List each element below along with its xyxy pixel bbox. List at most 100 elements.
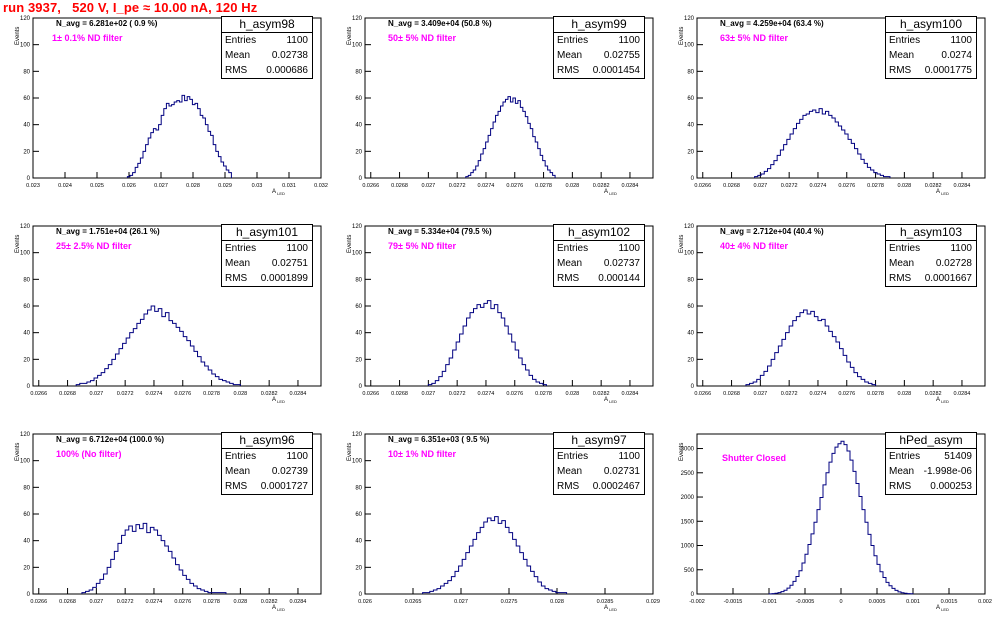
histogram-series-line	[75, 305, 241, 386]
x-tick-label: 0.0282	[261, 599, 278, 605]
stats-row-mean: Mean 0.02731	[554, 464, 644, 479]
x-tick-label: 0.0265	[405, 599, 422, 605]
x-tick-label: -0.0015	[724, 599, 743, 605]
y-tick-label: 20	[23, 565, 30, 571]
x-axis-label: A LED	[936, 605, 949, 612]
stats-label: RMS	[557, 481, 580, 492]
stats-row-mean: Mean 0.02737	[554, 256, 644, 271]
x-tick-label: 0.0282	[261, 391, 278, 397]
x-tick-label: 0.0276	[838, 183, 855, 189]
histogram-name: h_asym98	[222, 17, 312, 33]
y-tick-label: 0	[691, 384, 695, 390]
stats-label: Entries	[225, 243, 257, 254]
stats-label: Mean	[225, 258, 251, 269]
y-tick-label: 2500	[681, 471, 695, 477]
x-tick-label: 0.0276	[174, 391, 191, 397]
stats-row-mean: Mean 0.02739	[222, 464, 312, 479]
y-tick-label: 60	[355, 512, 362, 518]
stats-label: RMS	[225, 481, 248, 492]
x-axis-label-sub: LED	[276, 399, 285, 405]
histogram-panel: 0 20 40 60 80 100 120 0.026 0.0265 0.027 0.0275 0.0…	[332, 429, 664, 636]
y-tick-label: 80	[355, 485, 362, 491]
x-tick-label: 0.027	[421, 391, 435, 397]
histogram-series-line	[422, 516, 568, 594]
histogram-plot: 0 20 40 60 80 100 120 0.0266 0.0268 0.027 0.0272 0.…	[352, 224, 654, 397]
y-tick-label: 60	[23, 96, 30, 102]
histogram-panel: 0 20 40 60 80 100 120 0.023 0.024 0.025 0.026 0.027…	[0, 13, 332, 220]
y-tick-label: 60	[355, 96, 362, 102]
y-tick-label: 120	[352, 16, 363, 22]
y-tick-label: 20	[687, 149, 694, 155]
y-tick-label: 0	[359, 176, 363, 182]
stats-label: Entries	[889, 243, 921, 254]
y-tick-label: 40	[687, 123, 694, 129]
histogram-panel: 0 20 40 60 80 100 120 0.0266 0.0268 0.027 0.0272 0.…	[332, 13, 664, 220]
x-tick-label: 0.03	[252, 183, 263, 189]
y-tick-label: 60	[23, 304, 30, 310]
stats-box: h_asym96 Entries 1100 Mean 0.02739 RMS 0.00017…	[221, 432, 313, 495]
filter-annotation: 100% (No filter)	[56, 449, 122, 459]
stats-box: h_asym99 Entries 1100 Mean 0.02755 RMS 0.00014…	[553, 16, 645, 79]
x-tick-label: 0.024	[58, 183, 72, 189]
page-title: run 3937, 520 V, I_pe ≈ 10.00 nA, 120 Hz	[3, 0, 258, 15]
stats-label: Mean	[557, 466, 583, 477]
y-tick-label: 80	[687, 277, 694, 283]
x-axis-label-sub: LED	[276, 607, 285, 613]
x-axis-label: A LED	[272, 605, 285, 612]
histogram-panel: 0 500 1000 1500 2000 2500 3000 -0.002 -0.0015 -0.…	[664, 429, 996, 636]
filter-annotation: 10± 1% ND filter	[388, 449, 456, 459]
x-tick-label: 0.0272	[449, 183, 466, 189]
x-tick-label: 0.0282	[593, 183, 610, 189]
y-tick-label: 80	[355, 69, 362, 75]
stats-value: 0.02751	[271, 258, 308, 269]
x-axis-label: A LED	[936, 189, 949, 196]
stats-value: 1100	[618, 35, 640, 46]
x-tick-label: 0.028	[565, 183, 579, 189]
x-axis-label-sub: LED	[608, 399, 617, 405]
x-tick-label: 0.001	[906, 599, 920, 605]
y-axis-label: Events	[679, 26, 685, 45]
x-tick-label: 0.0282	[925, 391, 942, 397]
stats-label: Entries	[225, 35, 257, 46]
x-tick-label: 0.0272	[781, 391, 798, 397]
y-tick-label: 80	[23, 485, 30, 491]
x-tick-label: 0.0274	[478, 391, 495, 397]
x-axis-label-main: A	[936, 397, 941, 403]
stats-value: 1100	[950, 35, 972, 46]
stats-row-entries: Entries 1100	[886, 241, 976, 256]
n-avg-annotation: N_avg = 3.409e+04 (50.8 %)	[388, 19, 492, 28]
x-tick-label: 0.028	[897, 391, 911, 397]
x-tick-label: 0.027	[454, 599, 468, 605]
y-tick-label: 40	[23, 123, 30, 129]
x-axis-label-sub: LED	[608, 607, 617, 613]
y-tick-label: 80	[23, 69, 30, 75]
stats-box: h_asym102 Entries 1100 Mean 0.02737 RMS 0.0001…	[553, 224, 645, 287]
x-tick-label: 0.0276	[506, 391, 523, 397]
y-tick-label: 120	[684, 16, 695, 22]
x-axis-label-main: A	[936, 189, 941, 195]
y-tick-label: 0	[27, 592, 31, 598]
y-tick-label: 20	[355, 565, 362, 571]
histogram-name: h_asym101	[222, 225, 312, 241]
stats-value: 0.02731	[603, 466, 640, 477]
stats-value: 0.02755	[603, 50, 640, 61]
stats-value: 1100	[286, 35, 308, 46]
stats-box: h_asym97 Entries 1100 Mean 0.02731 RMS 0.00024…	[553, 432, 645, 495]
y-tick-label: 0	[359, 592, 363, 598]
x-tick-label: 0.002	[978, 599, 992, 605]
y-tick-label: 80	[355, 277, 362, 283]
y-axis-label: Events	[679, 442, 685, 461]
y-tick-label: 100	[352, 251, 363, 257]
x-tick-label: 0.0274	[146, 391, 163, 397]
stats-label: Entries	[225, 451, 257, 462]
x-tick-label: 0	[839, 599, 842, 605]
stats-row-mean: Mean 0.02738	[222, 48, 312, 63]
filter-annotation: 50± 5% ND filter	[388, 33, 456, 43]
stats-value: 1100	[618, 243, 640, 254]
filter-annotation: 63± 5% ND filter	[720, 33, 788, 43]
x-tick-label: 0.0266	[30, 391, 47, 397]
stats-row-mean: Mean 0.02755	[554, 48, 644, 63]
stats-row-rms: RMS 0.0001899	[222, 271, 312, 286]
stats-row-entries: Entries 51409	[886, 449, 976, 464]
x-tick-label: 0.0266	[694, 391, 711, 397]
